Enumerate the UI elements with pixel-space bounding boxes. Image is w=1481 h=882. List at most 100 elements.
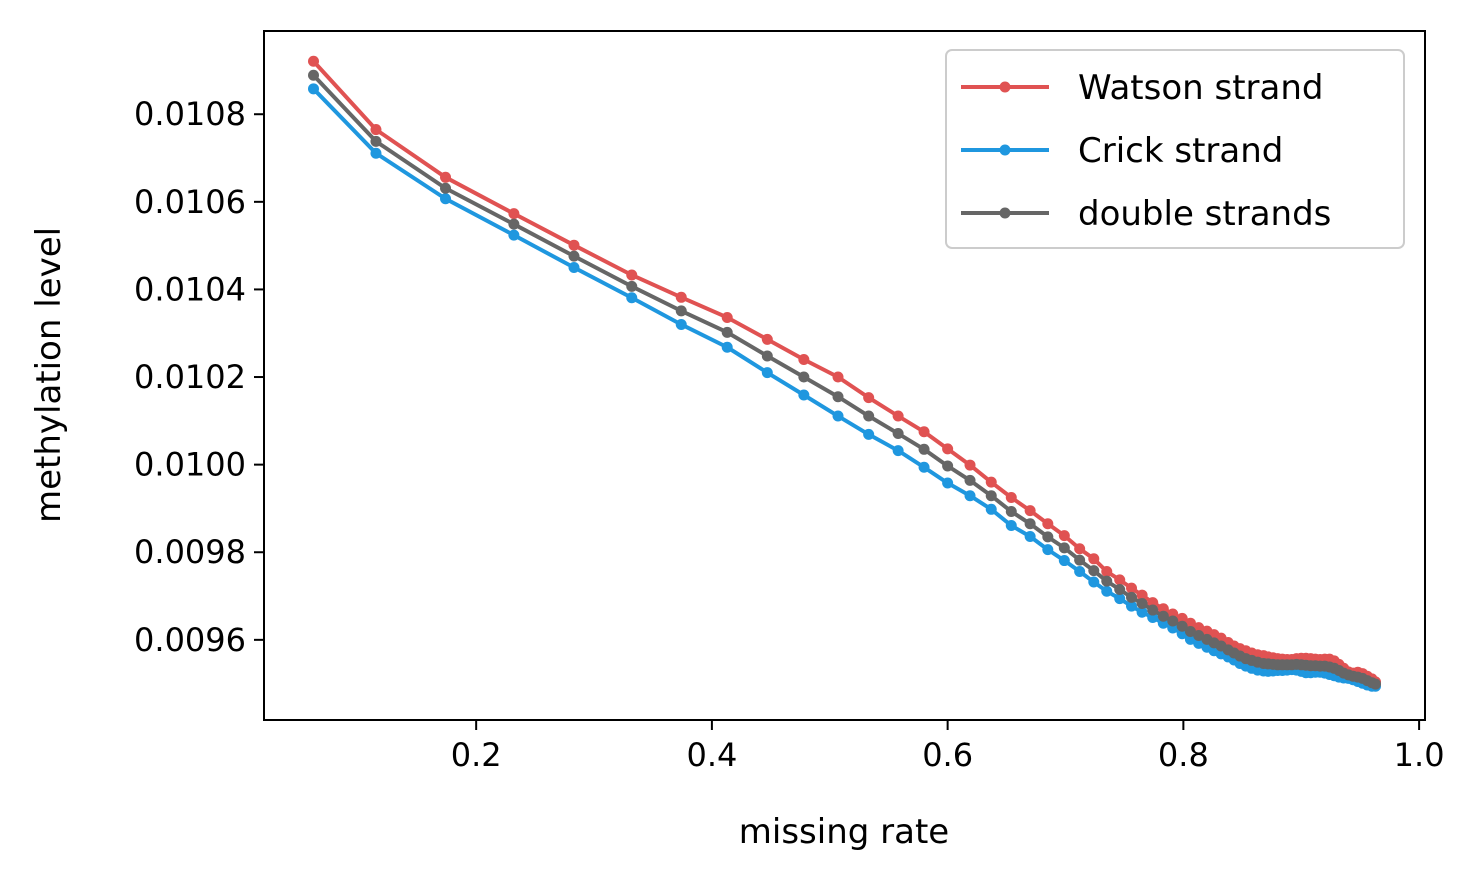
y-tick-label: 0.0096 xyxy=(134,621,246,659)
data-point-double-strands xyxy=(370,135,382,147)
data-point-watson-strand xyxy=(1005,491,1017,503)
y-axis-label: methylation level xyxy=(29,227,69,523)
y-tick-label: 0.0104 xyxy=(134,270,246,308)
legend: Watson strand Crick strand double strands xyxy=(945,49,1405,249)
legend-marker-watson-strand xyxy=(999,81,1011,93)
data-point-crick-strand xyxy=(918,461,930,473)
data-point-double-strands xyxy=(985,490,997,502)
data-point-watson-strand xyxy=(1136,589,1148,601)
y-tick-label: 0.0106 xyxy=(134,183,246,221)
data-point-crick-strand xyxy=(1058,555,1070,567)
data-point-crick-strand xyxy=(964,490,976,502)
data-point-watson-strand xyxy=(308,55,319,67)
data-point-double-strands xyxy=(1088,565,1100,577)
data-point-double-strands xyxy=(1176,620,1188,632)
data-point-crick-strand xyxy=(1024,530,1036,542)
x-tick-label: 1.0 xyxy=(1394,736,1445,774)
data-point-watson-strand xyxy=(1184,617,1196,629)
data-point-crick-strand xyxy=(568,262,580,274)
legend-marker-crick-strand xyxy=(999,144,1011,156)
data-point-watson-strand xyxy=(1176,612,1188,624)
data-point-watson-strand xyxy=(832,371,844,383)
data-point-double-strands xyxy=(1126,591,1138,603)
data-point-crick-strand xyxy=(370,147,382,159)
data-point-double-strands xyxy=(942,460,954,472)
data-point-watson-strand xyxy=(863,392,875,404)
y-axis: 0.0096 0.0098 0.0100 0.0102 0.0104 0.0106 0.01… xyxy=(134,95,264,659)
plot-area-frame xyxy=(263,30,1426,721)
data-point-crick-strand xyxy=(508,229,520,241)
data-point-watson-strand xyxy=(626,269,638,281)
data-point-double-strands xyxy=(1193,629,1205,641)
data-point-double-strands xyxy=(832,391,844,403)
data-point-watson-strand xyxy=(1126,582,1138,594)
data-point-crick-strand xyxy=(308,83,319,95)
data-point-watson-strand xyxy=(440,171,452,183)
data-point-double-strands xyxy=(1042,531,1054,543)
data-point-crick-strand xyxy=(761,367,773,379)
data-point-watson-strand xyxy=(675,291,687,303)
legend-box xyxy=(945,49,1405,249)
data-point-double-strands xyxy=(308,69,319,81)
data-point-watson-strand xyxy=(568,239,580,251)
series-layer xyxy=(308,55,1381,692)
legend-marker-double-strands xyxy=(999,207,1011,219)
data-point-watson-strand xyxy=(1101,566,1113,578)
data-point-crick-strand xyxy=(440,193,452,205)
data-point-watson-strand xyxy=(721,311,733,323)
data-point-watson-strand xyxy=(1074,543,1086,555)
series-double-strands xyxy=(308,69,1381,690)
data-point-watson-strand xyxy=(1088,553,1100,565)
data-point-double-strands xyxy=(863,410,875,422)
data-point-double-strands xyxy=(1147,604,1159,616)
data-point-crick-strand xyxy=(798,389,810,401)
data-point-double-strands xyxy=(568,250,580,262)
data-point-crick-strand xyxy=(1126,600,1138,612)
data-point-double-strands xyxy=(721,326,733,338)
data-point-crick-strand xyxy=(1074,566,1086,578)
data-point-double-strands xyxy=(1167,615,1179,627)
data-point-crick-strand xyxy=(626,292,638,304)
data-point-watson-strand xyxy=(942,443,954,455)
data-point-crick-strand xyxy=(863,428,875,440)
data-point-crick-strand xyxy=(1101,585,1113,597)
data-point-double-strands xyxy=(675,305,687,317)
x-axis-label: missing rate xyxy=(739,812,949,852)
y-tick-label: 0.0098 xyxy=(134,533,246,571)
data-point-double-strands xyxy=(1024,518,1036,530)
data-point-double-strands xyxy=(918,443,930,455)
data-point-watson-strand xyxy=(370,124,382,136)
data-point-crick-strand xyxy=(1088,576,1100,588)
x-tick-label: 0.2 xyxy=(451,736,502,774)
data-point-crick-strand xyxy=(832,410,844,422)
data-point-crick-strand xyxy=(1005,520,1017,532)
data-point-double-strands xyxy=(508,218,520,230)
data-point-double-strands xyxy=(440,182,452,194)
y-tick-label: 0.0108 xyxy=(134,95,246,133)
data-point-watson-strand xyxy=(918,426,930,438)
data-point-watson-strand xyxy=(798,354,810,366)
data-point-crick-strand xyxy=(1193,637,1205,649)
data-point-double-strands xyxy=(964,474,976,486)
data-point-double-strands xyxy=(892,428,904,440)
y-tick-label: 0.0102 xyxy=(134,358,246,396)
data-point-watson-strand xyxy=(1042,518,1054,530)
data-point-watson-strand xyxy=(964,459,976,471)
x-tick-label: 0.8 xyxy=(1158,736,1209,774)
data-point-double-strands xyxy=(1101,575,1113,587)
data-point-double-strands xyxy=(1074,554,1086,566)
data-point-watson-strand xyxy=(1193,622,1205,634)
legend-label-double-strands: double strands xyxy=(1078,194,1331,234)
data-point-double-strands xyxy=(1114,583,1126,595)
data-point-crick-strand xyxy=(675,318,687,330)
data-point-crick-strand xyxy=(1184,633,1196,645)
x-axis: 0.2 0.4 0.6 0.8 1.0 xyxy=(451,720,1445,774)
data-point-watson-strand xyxy=(1024,505,1036,517)
data-point-double-strands xyxy=(1157,610,1169,622)
legend-label-crick-strand: Crick strand xyxy=(1078,131,1283,171)
data-point-double-strands xyxy=(1005,506,1017,517)
data-point-crick-strand xyxy=(985,503,997,515)
x-tick-label: 0.4 xyxy=(686,736,737,774)
data-point-crick-strand xyxy=(721,341,733,353)
